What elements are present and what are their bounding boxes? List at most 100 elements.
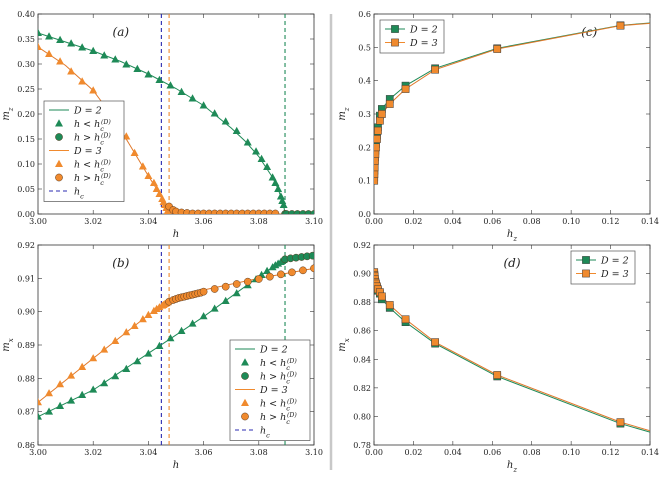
y-tick-label: 0.4 xyxy=(358,77,371,86)
data-point xyxy=(385,100,394,108)
plot-area xyxy=(374,268,650,433)
y-tick-label: 0.35 xyxy=(17,35,35,44)
data-point xyxy=(45,389,54,397)
data-point xyxy=(288,268,296,277)
legend-label: h > hc(D) xyxy=(260,371,297,386)
data-point xyxy=(89,46,98,54)
data-point xyxy=(67,39,76,47)
data-point xyxy=(144,310,153,318)
legend-label: D = 3 xyxy=(259,385,288,396)
data-point xyxy=(374,156,379,165)
data-point xyxy=(56,380,65,388)
chart-panel-a: 3.00 3.02 3.04 3.06 3.08 3.10 0.00 0.05 0.10 0.15… xyxy=(1,10,323,240)
legend-label: h < hc(D) xyxy=(260,358,297,373)
data-point xyxy=(263,162,272,170)
data-point xyxy=(89,385,98,393)
legend: D = 2h < hc(D)h > hc(D)D = 3h < hc(D)h >… xyxy=(43,100,125,202)
data-point xyxy=(111,55,120,63)
data-point xyxy=(144,70,153,78)
legend: D = 2h < hc(D)h > hc(D)D = 3h < hc(D)h >… xyxy=(229,339,311,441)
data-point xyxy=(277,270,285,279)
data-point xyxy=(616,418,625,426)
panel-label: (a) xyxy=(113,25,130,39)
chart-panel-c: 0.00 0.02 0.04 0.06 0.08 0.10 0.12 0.14 0.0 0.1 0.… xyxy=(337,10,659,243)
data-point xyxy=(67,396,76,404)
legend-marker xyxy=(391,38,399,47)
data-point xyxy=(149,178,158,186)
data-point xyxy=(144,171,153,179)
data-point xyxy=(310,264,314,273)
data-point xyxy=(299,266,307,275)
data-point xyxy=(155,75,164,83)
data-point xyxy=(199,287,208,296)
data-point xyxy=(385,301,394,309)
y-tick-label: 0.80 xyxy=(353,412,371,421)
x-tick-label: 3.08 xyxy=(250,217,268,226)
plot-area xyxy=(38,14,314,214)
data-point xyxy=(67,371,76,379)
data-point xyxy=(271,209,280,214)
y-tick-label: 0.91 xyxy=(17,274,35,283)
y-tick-label: 0.1 xyxy=(358,177,371,186)
x-tick-label: 3.02 xyxy=(84,448,102,457)
legend-label: D = 2 xyxy=(73,106,102,117)
data-point xyxy=(89,86,98,94)
legend-label: D = 3 xyxy=(600,269,629,280)
x-tick-label: 3.06 xyxy=(195,448,213,457)
y-tick-label: 0.88 xyxy=(17,374,35,383)
data-point xyxy=(378,110,386,118)
x-tick-label: 0.14 xyxy=(641,217,659,226)
y-axis-label: mz xyxy=(337,107,351,120)
data-point xyxy=(166,334,175,342)
data-point xyxy=(155,189,164,197)
data-point xyxy=(254,275,263,283)
y-tick-label: 0.82 xyxy=(353,384,371,393)
x-tick-label: 0.02 xyxy=(405,448,423,457)
legend-label: D = 2 xyxy=(259,345,288,356)
data-point xyxy=(431,65,439,74)
legend-marker xyxy=(55,119,63,127)
legend: D = 2 D = 3 xyxy=(570,250,636,285)
data-point xyxy=(265,272,274,281)
data-point xyxy=(199,101,208,109)
data-point xyxy=(38,412,42,420)
data-point xyxy=(274,184,283,192)
panel-label: (b) xyxy=(112,256,129,270)
data-point xyxy=(177,326,186,334)
data-point xyxy=(122,328,131,336)
y-tick-label: 0.10 xyxy=(17,160,35,169)
data-point xyxy=(376,116,384,125)
data-point xyxy=(232,289,241,297)
x-tick-label: 0.08 xyxy=(523,448,541,457)
data-point xyxy=(89,354,98,362)
legend-marker xyxy=(582,256,590,264)
data-point xyxy=(45,32,54,40)
data-point xyxy=(111,372,120,380)
data-point xyxy=(232,280,241,288)
data-point xyxy=(56,35,65,43)
y-tick-label: 0.88 xyxy=(353,298,371,307)
data-point xyxy=(138,315,147,323)
data-point xyxy=(138,162,147,170)
legend-box xyxy=(379,19,445,54)
data-point xyxy=(188,319,197,327)
data-point xyxy=(45,407,54,415)
data-point xyxy=(616,21,625,30)
y-tick-label: 0.86 xyxy=(353,327,371,336)
y-axis-label: mx xyxy=(1,338,15,351)
legend-marker xyxy=(55,133,63,141)
data-point xyxy=(257,154,266,162)
data-point xyxy=(133,357,142,365)
data-point xyxy=(252,147,261,155)
panel-label: (d) xyxy=(503,256,520,270)
series-line xyxy=(374,272,650,432)
y-tick-label: 0.89 xyxy=(17,341,35,350)
data-point xyxy=(374,176,379,185)
data-point xyxy=(431,338,439,346)
data-point xyxy=(374,126,382,135)
plot-frame xyxy=(373,244,651,446)
x-tick-label: 0.12 xyxy=(602,448,620,457)
data-point xyxy=(210,285,219,293)
x-tick-label: 0.06 xyxy=(483,217,501,226)
